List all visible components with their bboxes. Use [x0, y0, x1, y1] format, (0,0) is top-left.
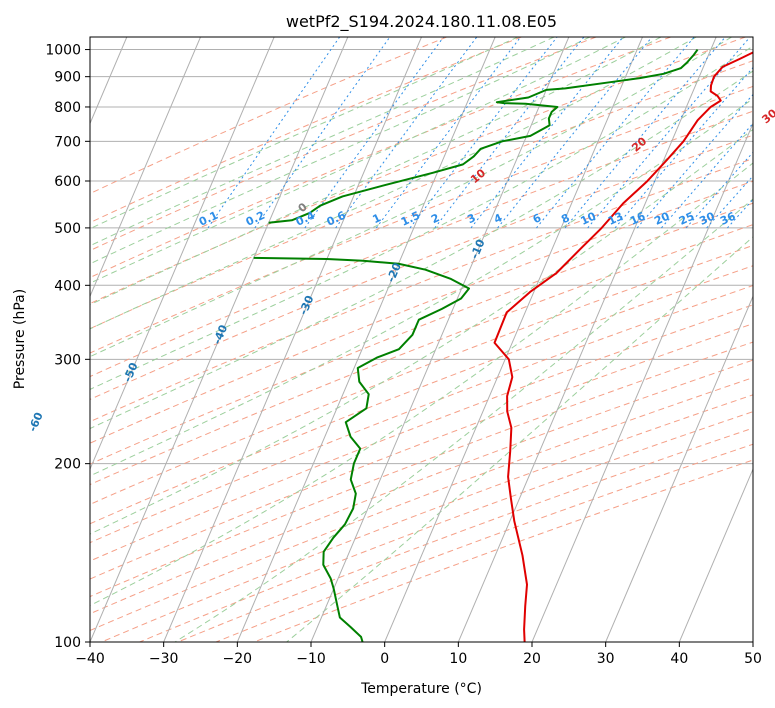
mixing-ratio-line [564, 37, 726, 229]
mixing-ratio-line [409, 37, 558, 229]
x-tick-label: 20 [523, 651, 541, 667]
dry-adiabat-line [90, 180, 753, 444]
mixing-ratio-line [470, 37, 624, 229]
dry-adiabat-line [101, 394, 753, 642]
background-lines [90, 37, 753, 642]
plot-frame [89, 36, 754, 643]
dry-adiabat-line [90, 110, 753, 378]
x-tick-label: 40 [670, 651, 688, 667]
dry-adiabat-line [90, 244, 753, 505]
dry-adiabat-line [90, 359, 753, 615]
y-tick-label: 200 [54, 457, 81, 473]
profile-lines [253, 48, 753, 642]
mixing-ratio-label: 36 [718, 209, 738, 227]
y-axis-title: Pressure (hPa) [12, 289, 28, 389]
y-tick-label: 900 [54, 70, 81, 86]
y-tick-label: 400 [54, 278, 81, 294]
moist-adiabat-line [90, 37, 591, 265]
x-tick-label: −20 [223, 651, 253, 667]
dry-adiabat-line [215, 443, 753, 642]
x-tick-label: 50 [744, 651, 762, 667]
x-axis-title: Temperature (°C) [360, 681, 482, 697]
moist-adiabat-line [90, 37, 732, 358]
dry-adiabat-line [90, 157, 753, 423]
isotherm-line [90, 37, 275, 471]
y-tick-label: 300 [54, 352, 81, 368]
dry-adiabat-line [90, 37, 522, 224]
dry-adiabat-line [90, 265, 753, 525]
dry-adiabat-line [90, 60, 753, 330]
dry-adiabat-line [90, 37, 597, 252]
mixing-ratio-label: 16 [628, 209, 648, 227]
moist-adiabat-line [90, 37, 519, 230]
x-tick-label: 30 [597, 651, 615, 667]
x-tick-label: −40 [75, 651, 105, 667]
mixing-ratio-label: 10 [579, 209, 599, 227]
x-tick-label: −30 [149, 651, 179, 667]
moist-adiabat-line [90, 70, 753, 430]
mixing-ratio-line [536, 37, 695, 229]
mixing-ratio-label: 30 [697, 209, 717, 227]
moist-adiabat-line [90, 37, 697, 330]
moist-adiabat-line [90, 45, 753, 390]
isotherm-line [90, 37, 349, 642]
isotherm-line [384, 37, 643, 642]
dry-adiabat-line [90, 284, 753, 544]
moist-adiabat-line [174, 198, 753, 642]
y-tick-label: 1000 [45, 43, 81, 59]
moist-adiabat-line [90, 128, 753, 535]
x-tick-label: 0 [380, 651, 389, 667]
mixing-ratio-line [587, 37, 751, 229]
mixing-ratio-line [375, 37, 522, 229]
dry-adiabat-line [90, 85, 753, 354]
mixing-ratio-label: 13 [606, 210, 625, 228]
dry-adiabat-line [177, 427, 753, 642]
isotherm-line [605, 295, 753, 642]
moist-adiabat-line [90, 37, 662, 306]
x-tick-label: −10 [296, 651, 326, 667]
dry-adiabat-line [139, 411, 753, 642]
mixing-ratio-line [304, 37, 445, 229]
isotherm-line [531, 122, 753, 642]
dry-adiabat-line [90, 323, 753, 580]
temperature-line [493, 51, 753, 642]
isotherm-line [90, 37, 201, 298]
mixing-ratio-line [207, 37, 341, 229]
mixing-ratio-line [614, 66, 753, 229]
y-tick-label: 500 [54, 221, 81, 237]
chart-title: wetPf2_S194.2024.180.11.08.E05 [286, 12, 557, 32]
y-tick-label: 800 [54, 100, 81, 116]
isotherm-line [236, 37, 496, 642]
moist-adiabat-line [90, 37, 626, 284]
mixing-ratio-label: 20 [652, 209, 672, 227]
dry-adiabat-line [90, 202, 753, 465]
y-tick-label: 600 [54, 174, 81, 190]
mixing-ratio-label: 25 [677, 210, 696, 228]
dry-adiabat-line [90, 37, 746, 305]
axis-ticks: −40 −30 −20 −10 0 10 20 30 40 50 1000 900 800 700 600 5… [45, 43, 762, 667]
moist-adiabat-line [90, 162, 753, 607]
x-tick-label: 10 [449, 651, 467, 667]
moist-adiabat-line [90, 37, 555, 247]
dry-adiabat-line [90, 134, 753, 400]
dry-adiabat-line [90, 377, 753, 632]
y-tick-label: 700 [54, 134, 81, 150]
y-tick-label: 100 [54, 635, 81, 651]
mixing-ratio-line [497, 37, 653, 229]
dewpoint-line [268, 48, 699, 224]
isotherm-line [678, 467, 753, 642]
isotherm-line [457, 37, 717, 642]
isotherm-line [310, 37, 570, 642]
dry-adiabat-line [90, 341, 753, 598]
isotherm-line [163, 37, 422, 642]
dry-adiabat-line [90, 304, 753, 562]
dewpoint-upper-line [253, 256, 470, 642]
